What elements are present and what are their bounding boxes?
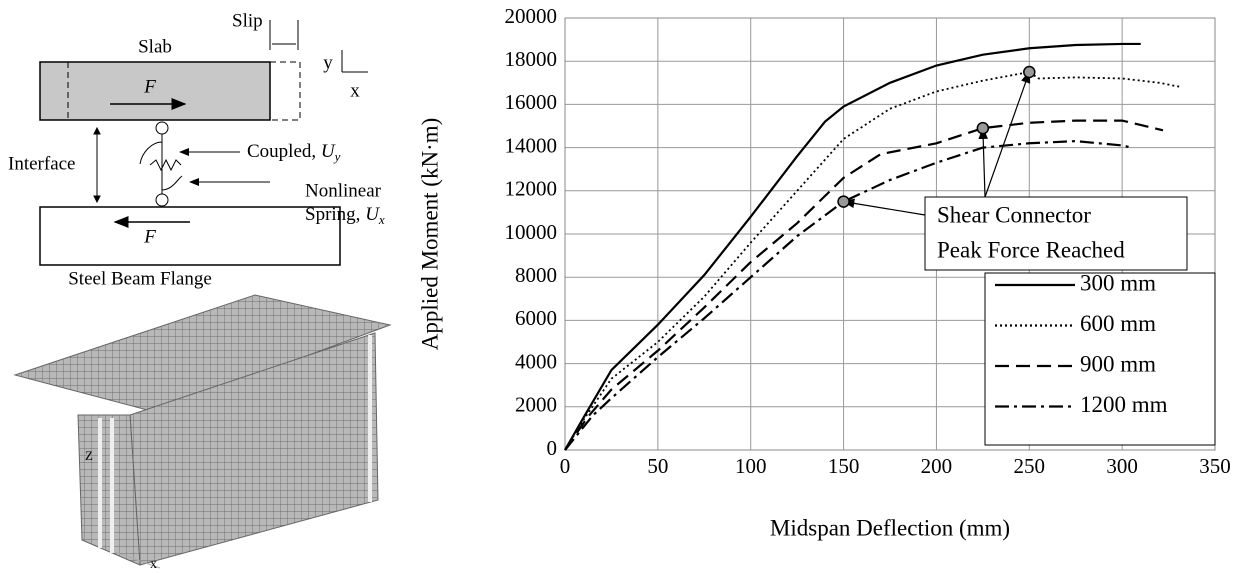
label: Steel Beam Flange	[68, 268, 212, 289]
y-tick-label: 16000	[505, 90, 558, 114]
chart: 0200040006000800010000120001400016000180…	[417, 4, 1230, 540]
label: x	[150, 557, 157, 572]
x-tick-label: 350	[1199, 454, 1231, 478]
label-text: Spring,	[305, 204, 365, 225]
mesh-stiffener	[78, 415, 140, 565]
axes-icon	[342, 50, 368, 72]
y-tick-label: 10000	[505, 220, 558, 244]
figure: Slip Slab y x F Interface Nonlinear F St…	[0, 0, 1245, 573]
x-tick-label: 0	[560, 454, 571, 478]
annotation-arrow	[985, 72, 1029, 197]
y-tick-label: 8000	[515, 263, 557, 287]
y-tick-label: 12000	[505, 177, 558, 201]
peak-marker	[977, 123, 988, 134]
y-tick-label: 4000	[515, 349, 557, 373]
flange	[40, 207, 340, 265]
x-axis-title: Midspan Deflection (mm)	[770, 515, 1010, 540]
peak-marker	[1024, 67, 1035, 78]
y-tick-label: 6000	[515, 306, 557, 330]
label: Slab	[138, 36, 172, 57]
y-tick-label: 20000	[505, 4, 558, 28]
label: F	[143, 226, 156, 247]
x-tick-label: 250	[1014, 454, 1046, 478]
connection-diagram: Slip Slab y x F Interface Nonlinear F St…	[8, 10, 385, 289]
y-tick-label: 14000	[505, 133, 558, 157]
y-tick-label: 2000	[515, 393, 557, 417]
label: x	[350, 80, 360, 101]
legend-label: 1200 mm	[1080, 392, 1168, 417]
annotation-text: Shear Connector	[937, 202, 1091, 227]
peak-marker	[838, 196, 849, 207]
label-sub: x	[378, 212, 385, 227]
annotation-arrow	[983, 128, 985, 197]
x-tick-label: 300	[1106, 454, 1138, 478]
x-tick-label: 150	[828, 454, 860, 478]
node	[156, 194, 168, 206]
label: F	[143, 76, 156, 97]
y-tick-label: 0	[547, 436, 558, 460]
label-text: Coupled,	[247, 141, 321, 162]
label: Z	[85, 448, 93, 463]
y-tick-label: 18000	[505, 47, 558, 71]
label-sub: y	[333, 149, 341, 164]
legend-label: 300 mm	[1080, 270, 1156, 295]
legend-label: 600 mm	[1080, 311, 1156, 336]
x-tick-label: 200	[921, 454, 953, 478]
label: Slip	[232, 10, 263, 31]
annotation-text: Peak Force Reached	[937, 237, 1125, 262]
annotation-arrow	[844, 202, 925, 215]
label: Spring, Ux	[305, 204, 385, 227]
x-tick-label: 100	[735, 454, 767, 478]
slip-dim	[270, 20, 298, 50]
label: Interface	[8, 153, 76, 174]
spring	[140, 134, 182, 194]
label: y	[323, 52, 333, 73]
label: Nonlinear	[305, 180, 382, 201]
legend-label: 900 mm	[1080, 351, 1156, 376]
interface-dim	[94, 128, 100, 202]
y-axis-title: Applied Moment (kN·m)	[417, 118, 442, 351]
node	[156, 122, 168, 134]
x-tick-label: 50	[647, 454, 668, 478]
fe-mesh: Z x	[15, 295, 390, 572]
label: Coupled, Uy	[247, 141, 341, 164]
